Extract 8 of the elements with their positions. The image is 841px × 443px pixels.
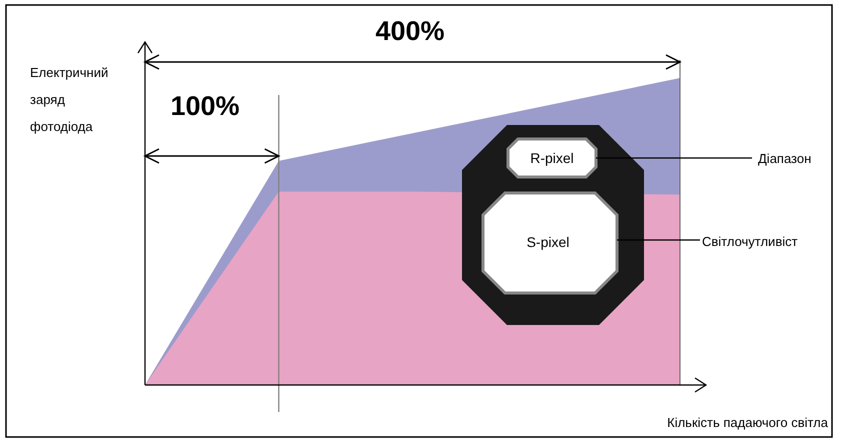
x-axis-title: Кількість падаючого світла xyxy=(667,415,829,430)
text: Діапазон xyxy=(758,151,812,166)
y-axis-title: Електричний заряд фотодіода xyxy=(30,65,108,134)
annotation: 100% xyxy=(170,91,240,121)
text: Світлочутливіст xyxy=(702,234,798,249)
annotation: R-pixel xyxy=(530,150,574,166)
text: 400% xyxy=(375,16,445,46)
annotation: S-pixel xyxy=(526,234,570,250)
